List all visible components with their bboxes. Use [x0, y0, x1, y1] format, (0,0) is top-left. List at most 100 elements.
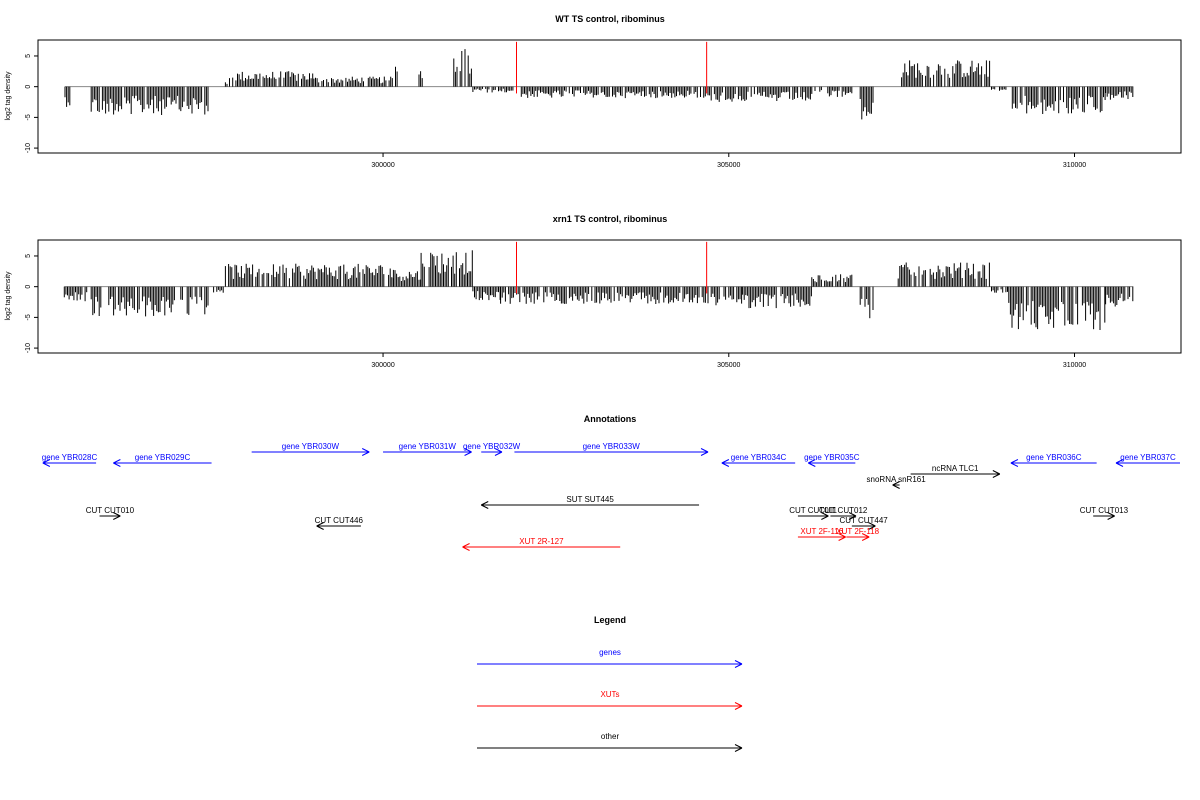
xrn1-density-segment: [811, 274, 853, 287]
xrn1-density-panel: xrn1 TS control, ribominus log2 tag dens…: [5, 214, 1182, 369]
wt-density-segment: [811, 86, 853, 97]
xrn1-x-tick-label: 300000: [371, 362, 394, 369]
legend-items: genes XUTs other: [477, 648, 743, 752]
feature-label: gene YBR032W: [463, 442, 521, 451]
feature-gene-ybr035c: gene YBR035C: [804, 453, 860, 467]
legend-item-other: other: [477, 732, 743, 752]
feature-cut-cut012: CUT CUT012: [819, 506, 868, 520]
feature-label: snoRNA snR161: [867, 475, 927, 484]
wt-density-segment: [418, 71, 423, 87]
xrn1-density-segment: [1105, 286, 1134, 307]
xrn1-bars: [63, 250, 1134, 330]
wt-density-segment: [1011, 86, 1106, 114]
feature-label: gene YBR037C: [1120, 453, 1176, 462]
wt-density-segment: [224, 82, 228, 87]
feature-label: gene YBR034C: [731, 453, 787, 462]
feature-cut-cut447: CUT CUT447: [839, 516, 888, 530]
feature-gene-ybr034c: gene YBR034C: [721, 453, 796, 467]
feature-cut-cut013: CUT CUT013: [1080, 506, 1129, 520]
wt-panel-title: WT TS control, ribominus: [555, 14, 665, 24]
wt-x-tick-label: 305000: [717, 162, 740, 169]
feature-gene-ybr029c: gene YBR029C: [113, 453, 212, 467]
wt-y-tick-label: 5: [25, 54, 32, 58]
xrn1-density-segment: [63, 286, 88, 302]
wt-density-segment: [395, 66, 398, 87]
feature-cut-cut010: CUT CUT010: [86, 506, 135, 520]
legend-item-xuts: XUTs: [477, 690, 743, 710]
feature-label: gene YBR036C: [1026, 453, 1082, 462]
feature-gene-ybr028c: gene YBR028C: [42, 453, 98, 467]
feature-label: gene YBR029C: [135, 453, 191, 462]
wt-density-segment: [313, 76, 393, 87]
wt-density-segment: [1105, 86, 1134, 100]
wt-bars: [64, 49, 1134, 120]
wt-density-segment: [472, 86, 514, 93]
feature-label: gene YBR028C: [42, 453, 98, 462]
xrn1-density-segment: [392, 270, 422, 287]
feature-label: gene YBR030W: [282, 442, 340, 451]
feature-gene-ybr031w: gene YBR031W: [383, 442, 472, 456]
xrn1-density-segment: [897, 262, 990, 287]
legend-item-genes: genes: [477, 648, 743, 668]
wt-density-segment: [707, 86, 811, 102]
feature-xut-2f-116: XUT 2F-116: [797, 527, 846, 541]
xrn1-y-tick-label: 0: [25, 285, 32, 289]
feature-label: CUT CUT012: [819, 506, 868, 515]
feature-snorna-snr161: snoRNA snR161: [867, 475, 927, 489]
feature-label: ncRNA TLC1: [932, 464, 979, 473]
wt-density-segment: [520, 86, 706, 99]
xrn1-density-segment: [224, 263, 394, 287]
feature-label: CUT CUT447: [839, 516, 888, 525]
xrn1-x-tick-label: 305000: [717, 362, 740, 369]
wt-density-segment: [229, 71, 314, 87]
feature-xut-2f-118: XUT 2F-118: [836, 527, 880, 541]
wt-axes: -10 -5 0 5 300000 305000 310000: [25, 54, 1134, 169]
xrn1-density-segment: [472, 286, 501, 301]
wt-x-tick-label: 310000: [1063, 162, 1086, 169]
legend-title: Legend: [594, 615, 626, 625]
xrn1-density-segment: [500, 286, 706, 304]
feature-label: gene YBR035C: [804, 453, 860, 462]
wt-density-segment: [859, 86, 874, 120]
legend-label: XUTs: [600, 690, 619, 699]
feature-gene-ybr033w: gene YBR033W: [514, 442, 709, 456]
feature-label: XUT 2F-116: [800, 527, 843, 536]
feature-label: CUT CUT446: [315, 516, 364, 525]
xrn1-density-segment: [991, 286, 1008, 293]
wt-y-axis-label: log2 tag density: [5, 71, 12, 121]
wt-density-panel: WT TS control, ribominus log2 tag densit…: [5, 14, 1182, 169]
wt-x-tick-label: 300000: [371, 162, 394, 169]
feature-gene-ybr030w: gene YBR030W: [251, 442, 370, 456]
wt-density-segment: [90, 86, 209, 115]
wt-markers: [515, 41, 708, 94]
feature-label: XUT 2R-127: [519, 537, 564, 546]
feature-gene-ybr037c: gene YBR037C: [1115, 453, 1180, 467]
xrn1-y-axis-label: log2 tag density: [5, 271, 12, 321]
wt-density-segment: [991, 86, 1007, 91]
feature-cut-cut011: CUT CUT011: [789, 506, 838, 520]
feature-label: CUT CUT011: [789, 506, 837, 515]
legend-panel: Legend genes XUTs other: [477, 615, 743, 752]
feature-label: CUT CUT013: [1080, 506, 1129, 515]
legend-label: other: [601, 732, 620, 741]
feature-xut-2r-127: XUT 2R-127: [462, 537, 621, 551]
feature-cut-cut446: CUT CUT446: [315, 516, 364, 530]
wt-plot-frame: [37, 39, 1182, 154]
wt-density-segment: [901, 60, 991, 87]
xrn1-density-segment: [859, 286, 874, 319]
feature-gene-ybr032w: gene YBR032W: [463, 442, 521, 456]
feature-label: gene YBR033W: [583, 442, 641, 451]
wt-y-tick-label: 0: [25, 85, 32, 89]
feature-gene-ybr036c: gene YBR036C: [1010, 453, 1097, 467]
annotations-title: Annotations: [584, 414, 637, 424]
xrn1-density-segment: [707, 286, 743, 306]
annotations-panel: Annotations gene YBR028C gene YBR029C gene…: [42, 414, 1180, 551]
wt-y-tick-label: -10: [25, 143, 32, 153]
xrn1-plot-frame: [37, 239, 1182, 354]
xrn1-panel-title: xrn1 TS control, ribominus: [553, 214, 668, 224]
xrn1-density-segment: [1008, 286, 1106, 330]
xrn1-y-tick-label: 5: [25, 254, 32, 258]
xrn1-y-tick-label: -5: [25, 314, 32, 320]
xrn1-markers: [515, 241, 708, 294]
